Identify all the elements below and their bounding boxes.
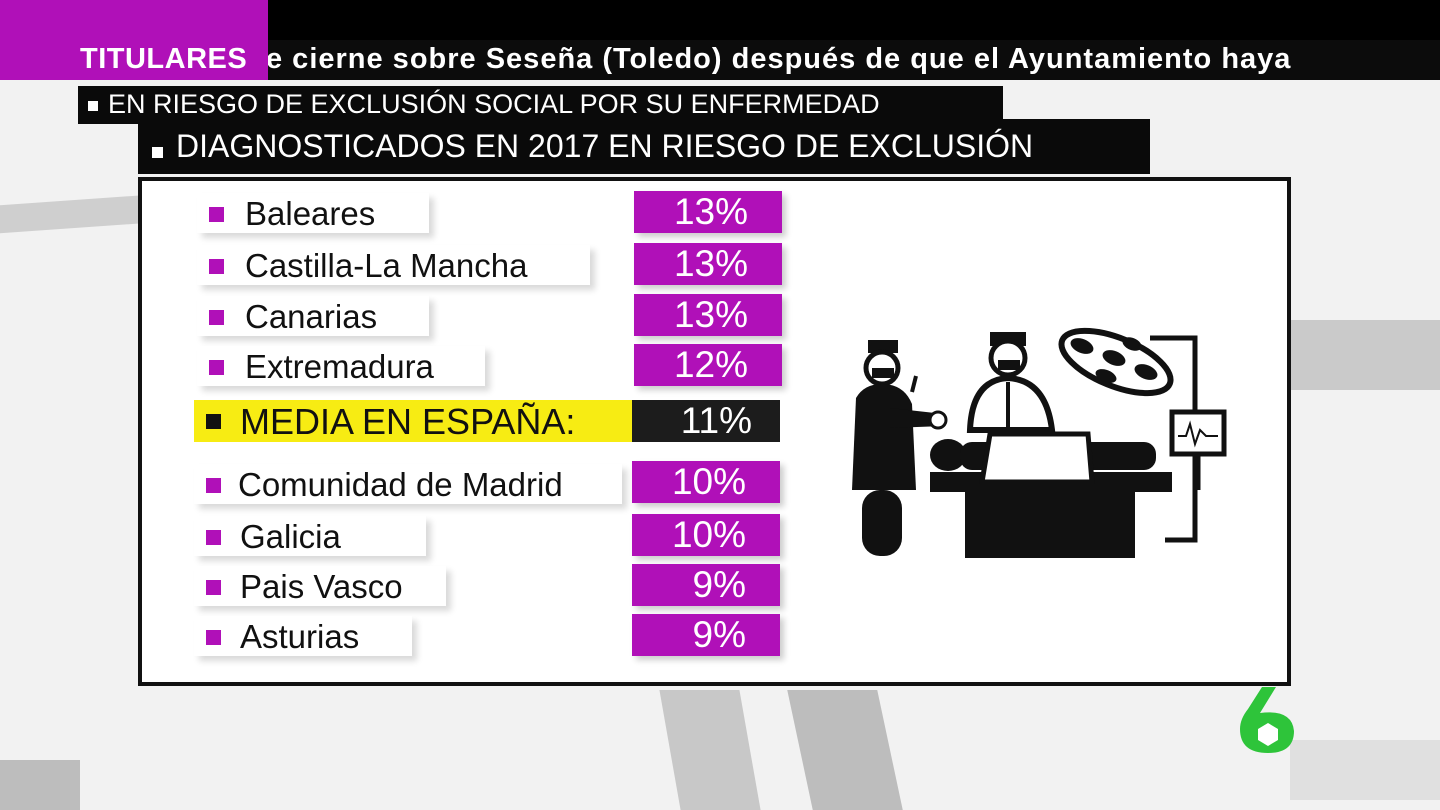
row-label-text: Extremadura	[245, 348, 434, 385]
table-row-label: Comunidad de Madrid	[194, 464, 622, 504]
chart-title: DIAGNOSTICADOS EN 2017 EN RIESGO DE EXCL…	[176, 128, 1034, 164]
table-row-label: Castilla-La Mancha	[197, 245, 590, 285]
background-stripe	[1290, 740, 1440, 800]
table-row-label: Canarias	[197, 296, 429, 336]
table-row-value: 10%	[632, 514, 780, 556]
bullet-icon	[206, 414, 221, 429]
row-value-text: 12%	[673, 344, 748, 385]
background-stripe	[0, 194, 150, 234]
row-label-text: Canarias	[245, 298, 378, 335]
background-stripe	[0, 760, 80, 810]
six-logo-icon	[1240, 687, 1294, 753]
ticker-text: e cierne sobre Seseña (Toledo) después d…	[266, 43, 1292, 75]
bullet-icon	[88, 101, 98, 111]
row-value-text: 11%	[680, 400, 752, 441]
row-value-text: 10%	[671, 514, 746, 555]
row-value-text: 9%	[692, 614, 746, 655]
row-value-text: 13%	[673, 294, 748, 335]
background-stripe	[1290, 320, 1440, 390]
surgery-icon	[852, 327, 1227, 558]
bullet-icon	[206, 580, 221, 595]
table-row-label: Pais Vasco	[194, 566, 446, 606]
ticker-label-box	[0, 0, 268, 80]
table-row-value: 13%	[634, 191, 782, 233]
table-row-label: Asturias	[194, 616, 412, 656]
row-value-text: 10%	[671, 461, 746, 502]
row-label-text: Pais Vasco	[240, 568, 403, 605]
bullet-icon	[209, 259, 224, 274]
table-row-label: Baleares	[197, 193, 429, 233]
row-label-text: MEDIA EN ESPAÑA:	[240, 401, 576, 442]
background-stripe	[659, 690, 761, 810]
background-stripe	[787, 690, 903, 810]
row-label-text: Asturias	[240, 618, 360, 655]
subtitle-bar: EN RIESGO DE EXCLUSIÓN SOCIAL POR SU ENF…	[78, 86, 1003, 124]
table-row-label: Galicia	[194, 516, 426, 556]
bullet-icon	[209, 310, 224, 325]
chart-title-bar: DIAGNOSTICADOS EN 2017 EN RIESGO DE EXCL…	[138, 119, 1150, 174]
table-row-value: 13%	[634, 243, 782, 285]
bullet-icon	[209, 207, 224, 222]
bullet-icon	[152, 147, 163, 158]
table-row-label: Extremadura	[197, 346, 485, 386]
row-label-text: Baleares	[245, 195, 376, 232]
row-label-text: Castilla-La Mancha	[245, 247, 528, 284]
bullet-icon	[206, 630, 221, 645]
table-row-value: 9%	[632, 564, 780, 606]
row-label-text: Comunidad de Madrid	[238, 466, 563, 503]
table-row-value: 12%	[634, 344, 782, 386]
table-row-value: 9%	[632, 614, 780, 656]
bullet-icon	[206, 530, 221, 545]
row-value-text: 13%	[673, 243, 748, 284]
bullet-icon	[209, 360, 224, 375]
average-row-value: 11%	[632, 400, 780, 442]
table-row-value: 10%	[632, 461, 780, 503]
row-value-text: 9%	[692, 564, 746, 605]
bullet-icon	[206, 478, 221, 493]
row-value-text: 13%	[673, 191, 748, 232]
table-row-value: 13%	[634, 294, 782, 336]
subtitle-text: EN RIESGO DE EXCLUSIÓN SOCIAL POR SU ENF…	[108, 89, 880, 119]
row-label-text: Galicia	[240, 518, 341, 555]
ticker-label: TITULARES	[80, 43, 248, 75]
average-row-label: MEDIA EN ESPAÑA:	[194, 400, 632, 442]
